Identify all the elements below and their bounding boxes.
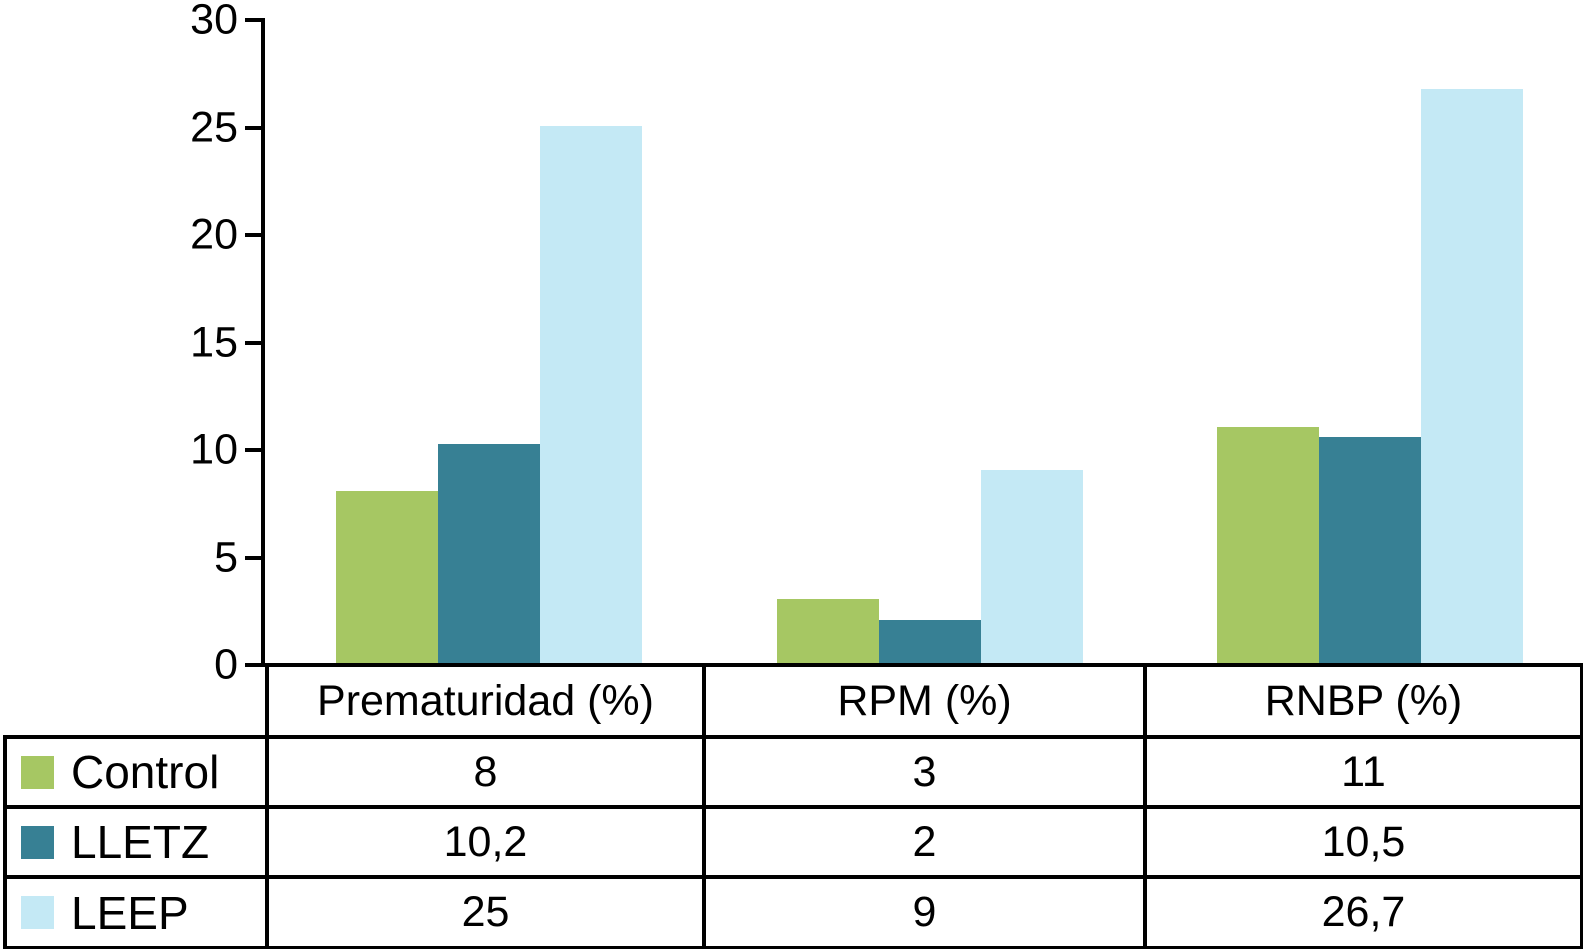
column-header: RNBP (%): [1143, 663, 1583, 739]
legend-label: Control: [71, 746, 220, 798]
legend-entry: LLETZ: [7, 819, 265, 865]
legend-label: LLETZ: [71, 816, 210, 868]
legend-cell-leep: LEEP: [3, 875, 269, 949]
bar-leep-1: [540, 125, 642, 663]
legend-swatch-lletz: [21, 825, 54, 859]
legend-swatch-leep: [21, 896, 54, 929]
bar-leep-3: [1420, 88, 1523, 663]
value-cell: 11: [1143, 735, 1583, 809]
data-table: Prematuridad (%) RPM (%) RNBP (%) Control 8 3…: [3, 663, 1583, 949]
y-axis-tick: [245, 125, 265, 130]
y-axis-tick: [245, 340, 265, 345]
column-header: RPM (%): [702, 663, 1147, 739]
y-axis-tick-label: 20: [190, 210, 238, 259]
value-cell: 3: [702, 735, 1147, 809]
legend-label: LEEP: [71, 886, 189, 939]
table-row-lletz: LLETZ 10,2 2 10,5: [3, 805, 1583, 879]
value-cell: 26,7: [1143, 875, 1583, 949]
table-row-control: Control 8 3 11: [3, 735, 1583, 809]
table-ghost-cell: [5, 665, 267, 737]
y-axis-tick-label: 30: [190, 0, 238, 44]
y-axis-tick: [245, 448, 265, 452]
bar-lletz-3: [1318, 437, 1421, 663]
bar-lletz-2: [879, 620, 981, 663]
value-cell: 10,2: [265, 805, 706, 879]
y-axis-tick-label: 0: [214, 640, 238, 689]
legend-swatch-control: [21, 755, 54, 789]
legend-cell-control: Control: [3, 735, 269, 809]
value-cell: 25: [265, 875, 706, 949]
value-cell: 2: [702, 805, 1147, 879]
bar-leep-2: [981, 469, 1083, 663]
y-axis-tick: [245, 233, 265, 237]
table-row-leep: LEEP 25 9 26,7: [3, 875, 1583, 949]
bar-control-2: [777, 598, 879, 663]
y-axis-tick: [245, 663, 265, 667]
value-cell: 10,5: [1143, 805, 1583, 879]
y-axis-tick-label: 25: [190, 103, 238, 151]
y-axis-tick: [245, 555, 265, 560]
y-axis-tick-label: 5: [214, 533, 238, 581]
column-header: Prematuridad (%): [265, 663, 706, 739]
y-axis-tick-label: 10: [190, 425, 238, 474]
bar-control-3: [1216, 426, 1319, 663]
value-cell: 8: [265, 735, 706, 809]
table-header-row: Prematuridad (%) RPM (%) RNBP (%): [5, 663, 1583, 739]
y-axis-tick-label: 15: [190, 318, 238, 366]
legend-entry: LEEP: [7, 890, 265, 936]
bar-control-1: [336, 491, 438, 663]
y-axis-tick: [245, 18, 265, 22]
bar-lletz-1: [438, 443, 540, 663]
value-cell: 9: [702, 875, 1147, 949]
legend-entry: Control: [7, 749, 265, 795]
legend-cell-lletz: LLETZ: [3, 805, 269, 879]
